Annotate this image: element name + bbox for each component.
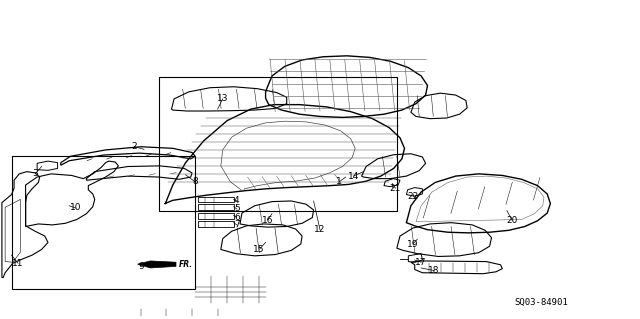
Text: 4: 4 [234,197,239,205]
Text: 18: 18 [428,266,440,275]
Text: 21: 21 [390,184,401,193]
Text: 2: 2 [132,142,137,151]
Text: 1: 1 [337,177,342,186]
Text: 13: 13 [217,94,228,103]
Text: 16: 16 [262,216,273,225]
Text: 12: 12 [314,225,326,234]
Text: 3: 3 [33,169,38,178]
Text: 22: 22 [407,192,419,201]
Text: 19: 19 [407,240,419,249]
Text: 5: 5 [234,204,239,213]
Text: 14: 14 [348,172,359,181]
Text: SQ03-84901: SQ03-84901 [514,298,568,307]
Text: 20: 20 [506,216,518,225]
Text: 8: 8 [193,177,198,186]
Text: 6: 6 [234,213,239,222]
Text: 17: 17 [415,258,427,267]
Text: 15: 15 [253,245,265,254]
Text: 7: 7 [234,220,239,229]
Text: 11: 11 [12,259,24,268]
Polygon shape [138,261,176,268]
Text: FR.: FR. [179,260,193,269]
Text: 10: 10 [70,204,81,212]
Text: 9: 9 [138,262,143,271]
Bar [12,156,195,289]
Bar [159,77,397,211]
